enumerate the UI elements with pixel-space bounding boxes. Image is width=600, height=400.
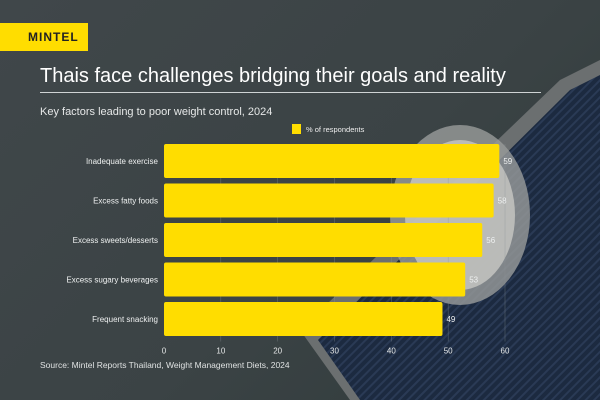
x-tick-label: 60: [501, 347, 510, 356]
x-tick-label: 0: [162, 347, 167, 356]
category-label: Excess sweets/desserts: [73, 236, 158, 245]
x-tick-label: 50: [444, 347, 453, 356]
page-title: Thais face challenges bridging their goa…: [40, 65, 506, 87]
bar: [164, 262, 466, 297]
title-divider: [40, 92, 541, 93]
legend-label: % of respondents: [306, 124, 365, 134]
x-tick-label: 40: [387, 347, 396, 356]
legend-swatch: [292, 124, 301, 134]
bar: [164, 183, 494, 218]
bar: [164, 223, 483, 257]
category-label: Excess fatty foods: [93, 197, 158, 206]
x-tick-label: 30: [330, 347, 339, 356]
bar: [164, 144, 500, 178]
data-label: 58: [498, 197, 507, 206]
data-label: 49: [446, 315, 455, 324]
x-tick-label: 20: [273, 347, 282, 356]
data-label: 56: [486, 236, 495, 245]
bar: [164, 302, 443, 336]
data-label: 59: [503, 157, 512, 166]
legend: % of respondents: [292, 124, 364, 134]
source-note: Source: Mintel Reports Thailand, Weight …: [40, 360, 290, 370]
x-tick-label: 10: [216, 347, 225, 356]
mintel-logo: MINTEL: [0, 23, 88, 51]
category-label: Excess sugary beverages: [66, 276, 158, 285]
data-label: 53: [469, 276, 478, 285]
category-label: Frequent snacking: [92, 315, 158, 324]
chart-subtitle: Key factors leading to poor weight contr…: [40, 106, 273, 118]
category-label: Inadequate exercise: [86, 157, 159, 166]
